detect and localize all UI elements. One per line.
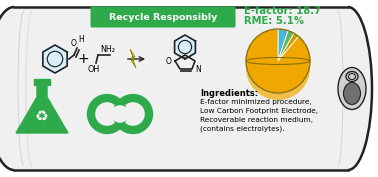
Polygon shape <box>130 49 136 68</box>
Text: E-factor minimized procedure,: E-factor minimized procedure, <box>200 99 311 105</box>
Polygon shape <box>16 83 68 133</box>
Ellipse shape <box>344 82 361 104</box>
Text: Ingredients:: Ingredients: <box>200 89 258 98</box>
Text: (contains electrolytes).: (contains electrolytes). <box>200 126 285 133</box>
Ellipse shape <box>0 7 42 170</box>
Ellipse shape <box>246 64 310 72</box>
Wedge shape <box>278 33 299 61</box>
FancyBboxPatch shape <box>14 7 348 170</box>
Text: RME: 5.1%: RME: 5.1% <box>244 16 304 26</box>
Wedge shape <box>278 31 294 61</box>
Text: OH: OH <box>88 64 100 73</box>
Text: Low Carbon Footprint Electrode,: Low Carbon Footprint Electrode, <box>200 108 318 114</box>
Text: NH₂: NH₂ <box>100 45 115 55</box>
FancyBboxPatch shape <box>90 7 235 27</box>
Text: Recoverable reaction medium,: Recoverable reaction medium, <box>200 117 313 123</box>
Text: Recycle Responsibly: Recycle Responsibly <box>109 13 217 21</box>
Text: H: H <box>78 35 84 44</box>
Wedge shape <box>278 38 294 68</box>
Wedge shape <box>278 40 299 68</box>
Text: N: N <box>195 64 201 73</box>
Ellipse shape <box>338 67 366 110</box>
FancyBboxPatch shape <box>34 79 51 85</box>
Circle shape <box>173 35 197 59</box>
Text: O: O <box>166 56 172 65</box>
Ellipse shape <box>324 7 372 170</box>
Circle shape <box>41 45 69 73</box>
Wedge shape <box>278 36 288 68</box>
Wedge shape <box>246 29 310 93</box>
Text: ♻: ♻ <box>35 110 49 124</box>
Text: O: O <box>71 39 77 48</box>
Wedge shape <box>278 29 288 61</box>
Wedge shape <box>246 36 310 100</box>
Text: +: + <box>77 52 89 66</box>
Text: E-factor: 18.7: E-factor: 18.7 <box>244 6 321 16</box>
Circle shape <box>111 105 129 123</box>
